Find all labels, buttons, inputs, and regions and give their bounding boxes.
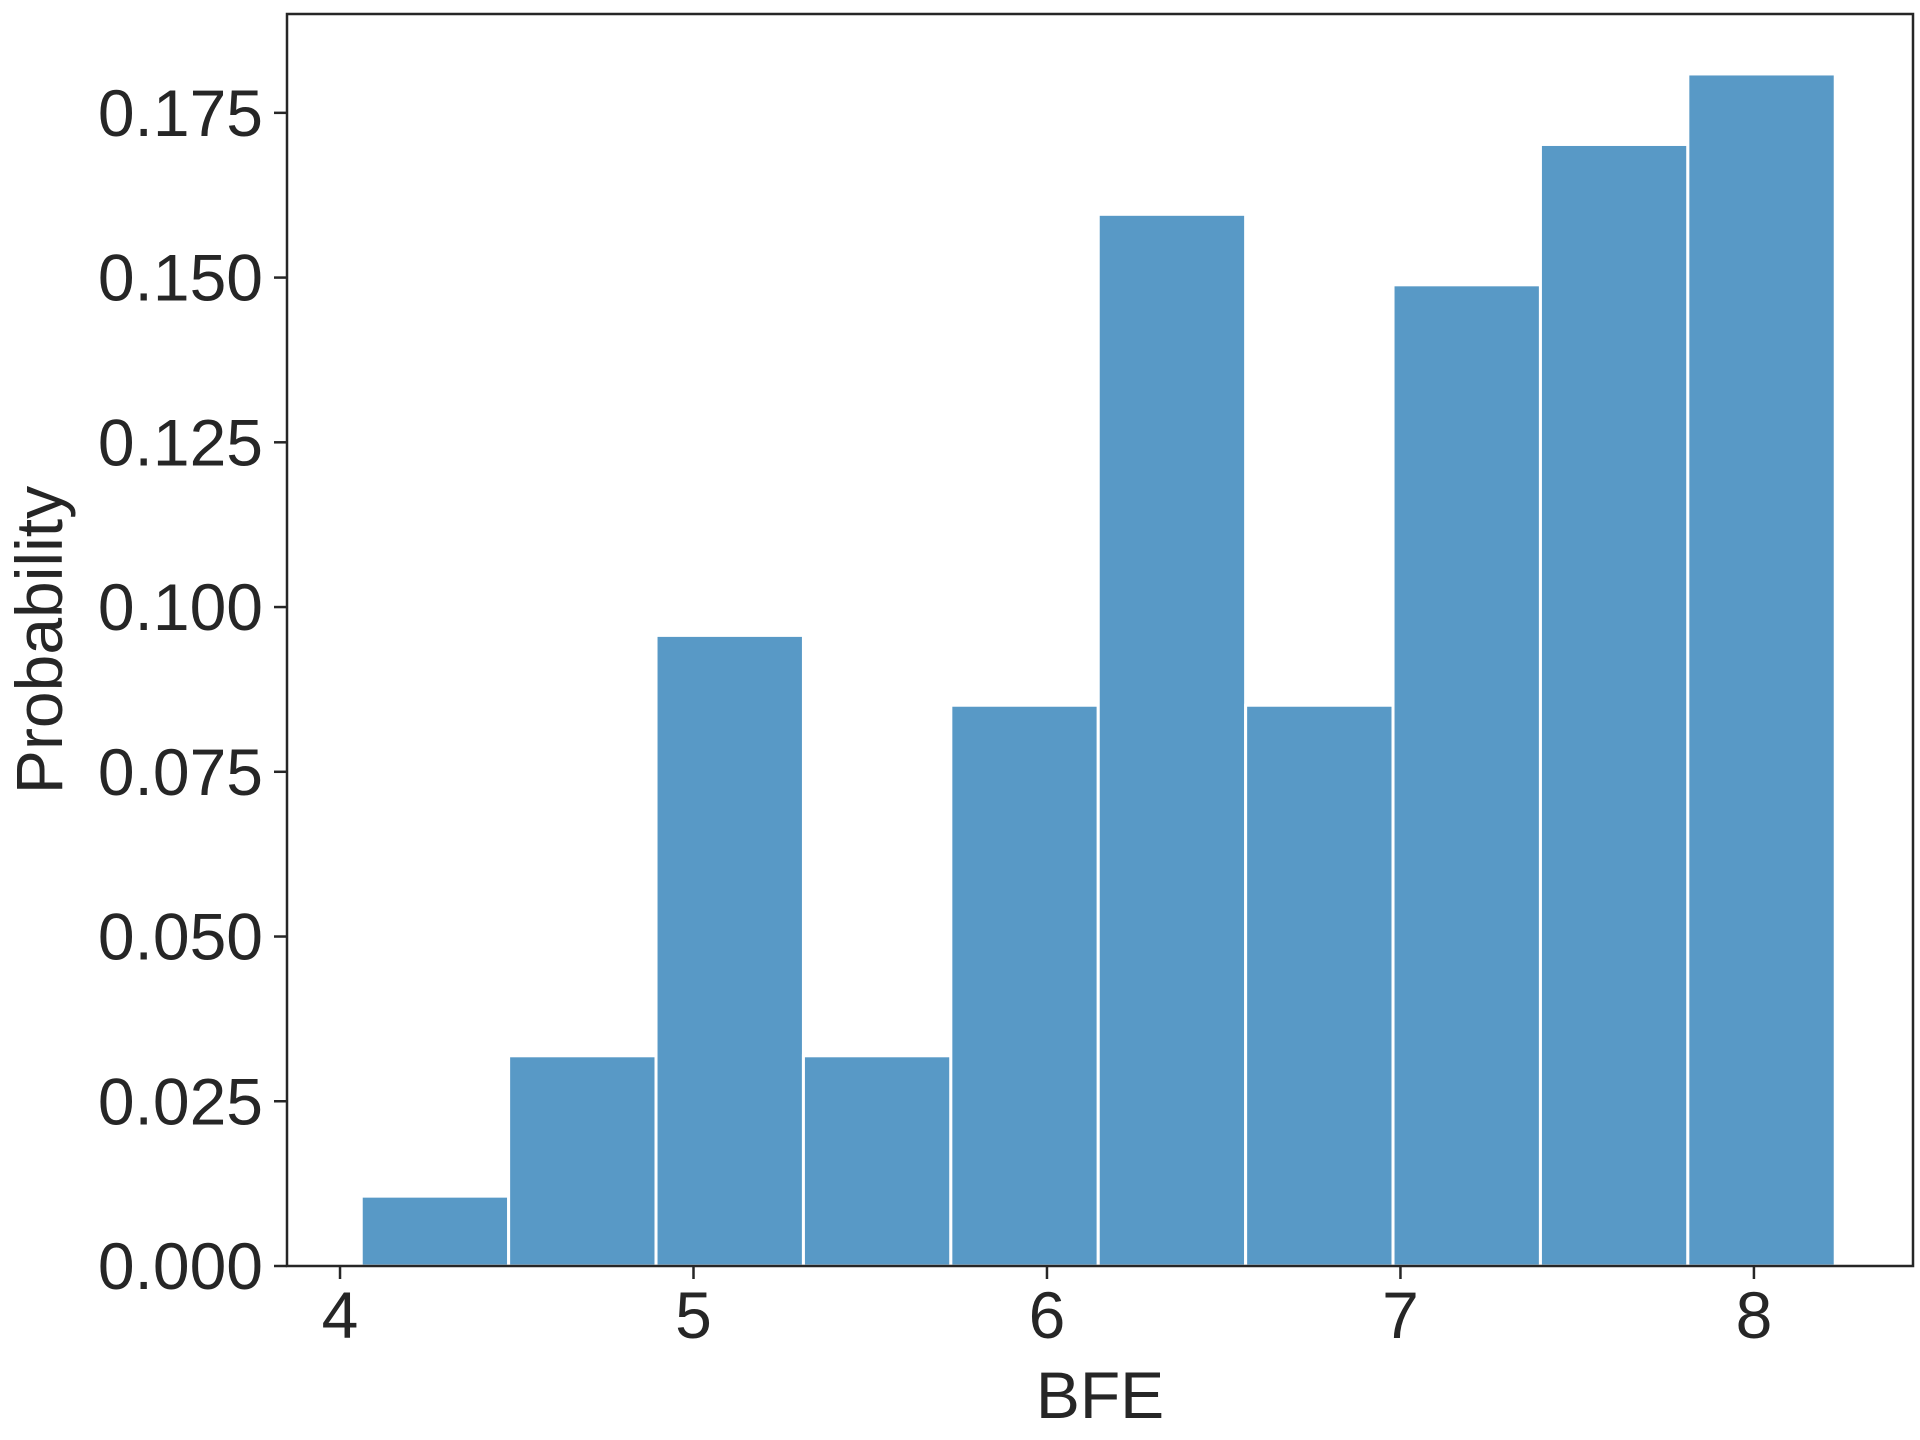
- x-axis-label: BFE: [1036, 1358, 1164, 1432]
- histogram-bar: [1244, 703, 1395, 1268]
- histogram-bar: [654, 633, 805, 1268]
- x-tick-label: 4: [322, 1278, 359, 1352]
- y-tick-label: 0.025: [98, 1064, 263, 1138]
- x-tick-label: 5: [675, 1278, 712, 1352]
- histogram-bar: [359, 1194, 511, 1268]
- histogram-bar: [949, 703, 1100, 1268]
- x-tick-label: 8: [1736, 1278, 1773, 1352]
- y-tick-label: 0.175: [98, 76, 263, 150]
- histogram-bar: [801, 1054, 953, 1268]
- histogram-bar: [1096, 212, 1248, 1268]
- x-tick-label: 7: [1382, 1278, 1419, 1352]
- histogram-bar: [1686, 72, 1837, 1268]
- plot-frame: [285, 12, 1915, 1268]
- y-tick-label: 0.050: [98, 900, 263, 974]
- y-tick-label: 0.075: [98, 735, 263, 809]
- histogram-bar: [507, 1054, 658, 1268]
- y-axis: 0.000 0.025 0.050 0.075 0.100 0.125 0.150 0.175: [98, 76, 287, 1303]
- y-tick-label: 0.000: [98, 1229, 263, 1303]
- y-axis-label: Probability: [2, 486, 76, 794]
- y-tick-label: 0.150: [98, 241, 263, 315]
- x-tick-label: 6: [1029, 1278, 1066, 1352]
- y-tick-label: 0.100: [98, 570, 263, 644]
- histogram-bar: [1391, 283, 1542, 1268]
- y-tick-label: 0.125: [98, 405, 263, 479]
- x-axis: 4 5 6 7 8: [322, 1266, 1773, 1352]
- histogram-bar: [1538, 142, 1690, 1268]
- bars-group: [359, 72, 1837, 1268]
